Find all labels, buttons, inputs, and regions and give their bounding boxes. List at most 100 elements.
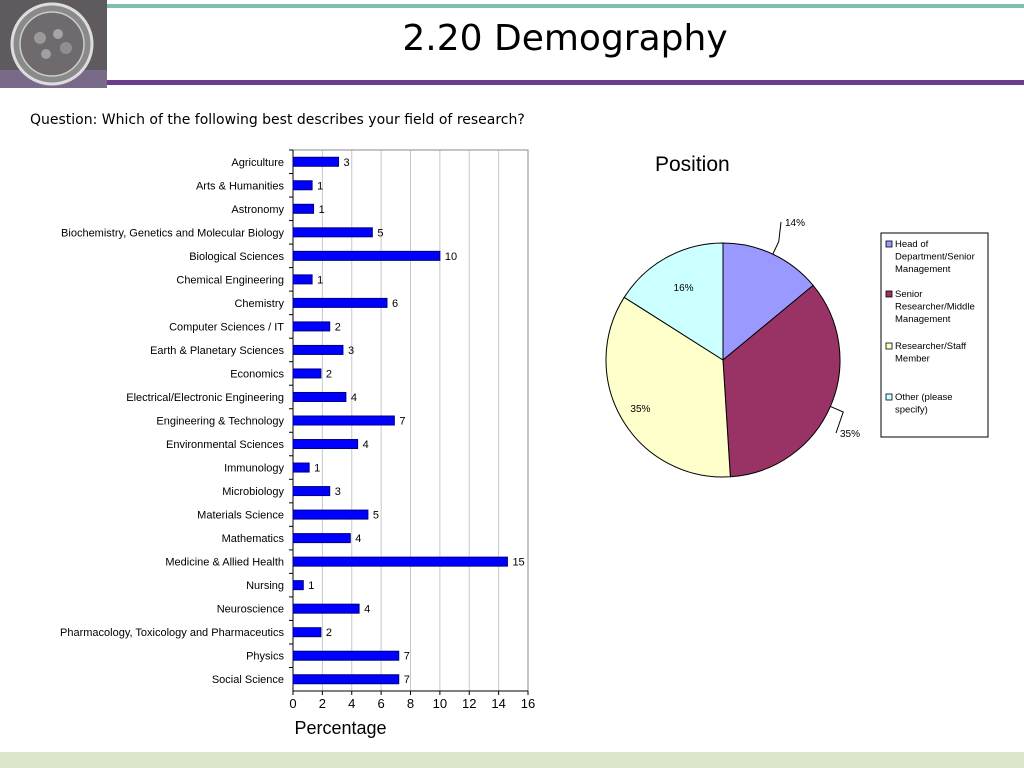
bar xyxy=(292,650,400,661)
survey-question: Question: Which of the following best de… xyxy=(30,112,525,128)
bar-data-label: 4 xyxy=(351,392,357,404)
logo xyxy=(0,0,107,88)
category-label: Microbiology xyxy=(222,486,284,498)
bar xyxy=(292,509,369,520)
category-label: Environmental Sciences xyxy=(166,439,285,451)
x-tick-label: 8 xyxy=(407,696,414,711)
category-label: Chemical Engineering xyxy=(176,274,284,286)
bar xyxy=(292,321,331,332)
category-label: Materials Science xyxy=(197,510,284,522)
category-label: Pharmacology, Toxicology and Pharmaceuti… xyxy=(60,627,284,639)
category-label: Earth & Planetary Sciences xyxy=(150,345,284,357)
bar xyxy=(292,439,359,450)
category-label: Electrical/Electronic Engineering xyxy=(126,392,284,404)
bar-data-label: 5 xyxy=(373,510,379,522)
legend-label: Member xyxy=(895,354,930,365)
bar xyxy=(292,462,310,473)
legend-swatch xyxy=(885,342,893,350)
pie-slice xyxy=(605,296,731,478)
bar-data-label: 7 xyxy=(404,651,410,663)
legend-label: Management xyxy=(895,264,951,275)
bar-data-label: 3 xyxy=(335,486,341,498)
bar-data-label: 6 xyxy=(392,298,398,310)
field-of-research-bar-chart: Agriculture 3 Arts & Humanities 1 Astronomy 1… xyxy=(60,149,535,738)
bar-data-label: 2 xyxy=(326,368,332,380)
legend-label: specify) xyxy=(895,405,928,416)
bar-data-label: 3 xyxy=(344,157,350,169)
bar-data-label: 7 xyxy=(404,674,410,686)
x-tick-label: 0 xyxy=(289,696,296,711)
bar-data-label: 7 xyxy=(399,416,405,428)
legend-swatch xyxy=(885,290,893,298)
category-label: Biological Sciences xyxy=(189,251,284,263)
category-label: Physics xyxy=(246,651,284,663)
legend-label: Senior xyxy=(895,289,922,300)
leader-line xyxy=(772,221,782,255)
bar-data-label: 4 xyxy=(363,439,369,451)
category-label: Computer Sciences / IT xyxy=(169,321,284,333)
bar xyxy=(292,368,322,379)
category-label: Arts & Humanities xyxy=(196,180,285,192)
bar-data-label: 10 xyxy=(445,251,457,263)
bar xyxy=(292,274,313,285)
bar xyxy=(292,180,313,191)
category-label: Agriculture xyxy=(231,157,284,169)
bar xyxy=(292,391,347,402)
category-label: Medicine & Allied Health xyxy=(165,557,284,569)
bar-data-label: 2 xyxy=(326,627,332,639)
bar-data-label: 5 xyxy=(377,227,383,239)
x-tick-label: 2 xyxy=(319,696,326,711)
bar xyxy=(292,203,315,214)
legend-label: Management xyxy=(895,314,951,325)
pie-title: Position xyxy=(655,153,730,176)
legend-box xyxy=(880,232,989,438)
slice-value-label: 14% xyxy=(785,218,805,229)
bar-data-label: 15 xyxy=(512,557,524,569)
category-label: Immunology xyxy=(224,463,284,475)
x-tick-label: 12 xyxy=(462,696,476,711)
bar xyxy=(292,580,304,591)
category-label: Social Science xyxy=(212,674,284,686)
category-label: Economics xyxy=(230,368,284,380)
x-axis-title: Percentage xyxy=(294,718,386,738)
x-tick-label: 14 xyxy=(491,696,505,711)
bar xyxy=(292,344,344,355)
position-pie-chart: Position 14% 35% 35% 16% Head of Department/Se… xyxy=(605,153,989,478)
bar-data-label: 1 xyxy=(308,580,314,592)
category-label: Neuroscience xyxy=(217,604,284,616)
pie-slice xyxy=(623,242,724,361)
bar-data-label: 4 xyxy=(364,604,370,616)
bar-data-label: 1 xyxy=(314,463,320,475)
bar xyxy=(292,156,340,167)
header-bottom-rule xyxy=(107,80,1024,85)
bar-data-label: 1 xyxy=(319,204,325,216)
bar-data-label: 4 xyxy=(355,533,361,545)
bar xyxy=(292,250,441,261)
bar-data-label: 1 xyxy=(317,180,323,192)
bar xyxy=(292,533,351,544)
legend-label: Head of xyxy=(895,239,929,250)
bar-data-label: 1 xyxy=(317,274,323,286)
x-tick-label: 10 xyxy=(433,696,447,711)
bar xyxy=(292,603,360,614)
legend-label: Researcher/Staff xyxy=(895,341,966,352)
bar-data-label: 3 xyxy=(348,345,354,357)
leader-line xyxy=(830,406,844,434)
bar-data-label: 2 xyxy=(335,321,341,333)
bar xyxy=(292,297,388,308)
legend-label: Researcher/Middle xyxy=(895,302,975,313)
bar xyxy=(292,674,400,685)
category-label: Engineering & Technology xyxy=(156,416,284,428)
category-label: Nursing xyxy=(246,580,284,592)
category-label: Astronomy xyxy=(231,204,284,216)
header-top-rule xyxy=(107,4,1024,8)
bar xyxy=(292,627,322,638)
slice-value-label: 16% xyxy=(674,283,694,294)
x-tick-label: 4 xyxy=(348,696,355,711)
bar xyxy=(292,415,395,426)
bar xyxy=(292,227,373,238)
slide-title: 2.20 Demography xyxy=(402,18,728,59)
bar xyxy=(292,556,508,567)
legend-label: Other (please xyxy=(895,392,953,403)
slice-value-label: 35% xyxy=(630,404,650,415)
